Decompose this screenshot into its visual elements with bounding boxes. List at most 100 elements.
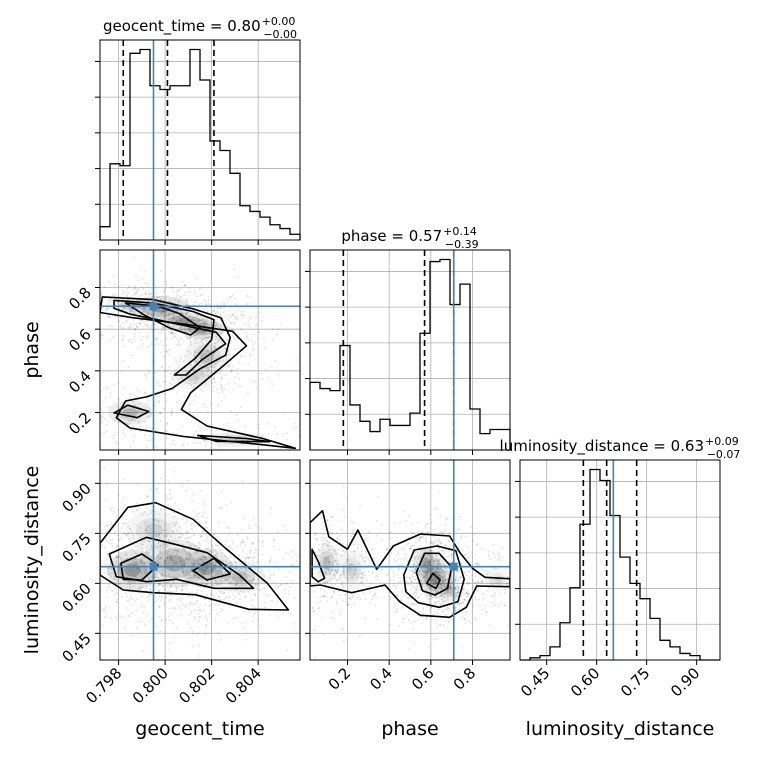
scatter-point xyxy=(200,319,203,322)
scatter-point xyxy=(89,513,91,515)
scatter-point xyxy=(105,308,108,311)
scatter-point xyxy=(150,412,153,415)
scatter-point xyxy=(106,524,109,527)
scatter-point xyxy=(406,596,409,599)
scatter-point xyxy=(146,401,149,404)
scatter-point xyxy=(460,537,463,539)
x-tick-label-geocent-time: 0.802 xyxy=(175,664,218,707)
scatter-point xyxy=(113,564,116,567)
scatter-point xyxy=(193,516,196,519)
scatter-point xyxy=(203,321,206,324)
scatter-point xyxy=(325,558,328,561)
scatter-point xyxy=(257,553,260,556)
scatter-point xyxy=(194,551,197,554)
scatter-point xyxy=(237,385,240,387)
scatter-point xyxy=(95,419,97,421)
scatter-point xyxy=(481,568,483,571)
scatter-point xyxy=(192,563,195,565)
scatter-point xyxy=(416,563,419,565)
scatter-point xyxy=(160,366,163,369)
scatter-point xyxy=(114,309,117,312)
scatter-point xyxy=(236,367,239,370)
scatter-point xyxy=(189,341,192,344)
scatter-point xyxy=(87,305,89,307)
y-tick-label-phase: 0.8 xyxy=(65,284,95,314)
density-shade xyxy=(198,561,216,575)
scatter-point xyxy=(219,306,222,309)
scatter-point xyxy=(204,320,207,323)
scatter-point xyxy=(330,569,333,571)
scatter-point xyxy=(245,638,247,641)
scatter-point xyxy=(211,551,213,553)
histogram-phase xyxy=(309,258,511,450)
scatter-point xyxy=(414,557,417,560)
scatter-point xyxy=(160,619,163,622)
scatter-point xyxy=(101,581,103,583)
scatter-point xyxy=(431,556,434,559)
scatter-point xyxy=(167,615,170,618)
scatter-point xyxy=(484,605,487,607)
scatter-point xyxy=(193,559,195,562)
scatter-point xyxy=(235,583,238,586)
scatter-point xyxy=(233,316,236,319)
scatter-point xyxy=(428,586,431,589)
scatter-point xyxy=(135,545,137,548)
scatter-point xyxy=(454,606,457,609)
scatter-point xyxy=(327,561,330,563)
scatter-point xyxy=(223,387,226,390)
scatter-point xyxy=(386,573,389,575)
scatter-point xyxy=(402,621,405,624)
scatter-point xyxy=(189,613,192,616)
scatter-point xyxy=(401,605,404,608)
scatter-point xyxy=(164,559,167,562)
scatter-point xyxy=(147,554,149,556)
scatter-point xyxy=(445,568,448,570)
scatter-point xyxy=(108,573,111,576)
scatter-point xyxy=(414,568,417,571)
scatter-point xyxy=(216,310,219,313)
scatter-point xyxy=(429,606,432,608)
scatter-point xyxy=(196,441,199,444)
scatter-point xyxy=(258,331,261,333)
scatter-point xyxy=(414,541,416,543)
scatter-point xyxy=(212,594,215,597)
scatter-point xyxy=(193,399,195,402)
scatter-point xyxy=(126,583,129,585)
scatter-point xyxy=(198,562,201,565)
scatter-point xyxy=(458,528,461,531)
scatter-point xyxy=(163,355,166,358)
scatter-point xyxy=(428,554,431,557)
scatter-point xyxy=(206,410,209,413)
scatter-point xyxy=(185,550,188,553)
scatter-point xyxy=(361,590,364,593)
scatter-point xyxy=(177,363,180,366)
density-shade xyxy=(124,563,141,577)
scatter-point xyxy=(192,441,194,444)
scatter-point xyxy=(135,577,138,579)
scatter-point xyxy=(232,365,235,367)
scatter-point xyxy=(122,359,125,362)
scatter-point xyxy=(182,584,185,587)
scatter-point xyxy=(148,313,151,316)
scatter-point xyxy=(198,612,201,615)
scatter-point xyxy=(221,559,224,562)
scatter-point xyxy=(145,428,148,431)
scatter-point xyxy=(184,538,187,541)
scatter-point xyxy=(218,590,221,593)
scatter-point xyxy=(445,608,447,611)
scatter-point xyxy=(159,552,162,555)
scatter-point xyxy=(323,537,326,540)
scatter-point xyxy=(171,330,173,333)
scatter-point xyxy=(94,294,96,296)
scatter-point xyxy=(440,567,443,570)
scatter-point xyxy=(231,328,233,331)
scatter-point xyxy=(129,396,131,399)
scatter-point xyxy=(84,622,86,624)
scatter-point xyxy=(203,362,206,365)
scatter-point xyxy=(179,326,182,329)
scatter-point xyxy=(148,588,151,591)
scatter-point xyxy=(423,571,426,573)
scatter-point xyxy=(326,580,329,583)
x-tick-label-luminosity-distance: 0.45 xyxy=(517,664,553,700)
scatter-point xyxy=(249,551,252,554)
